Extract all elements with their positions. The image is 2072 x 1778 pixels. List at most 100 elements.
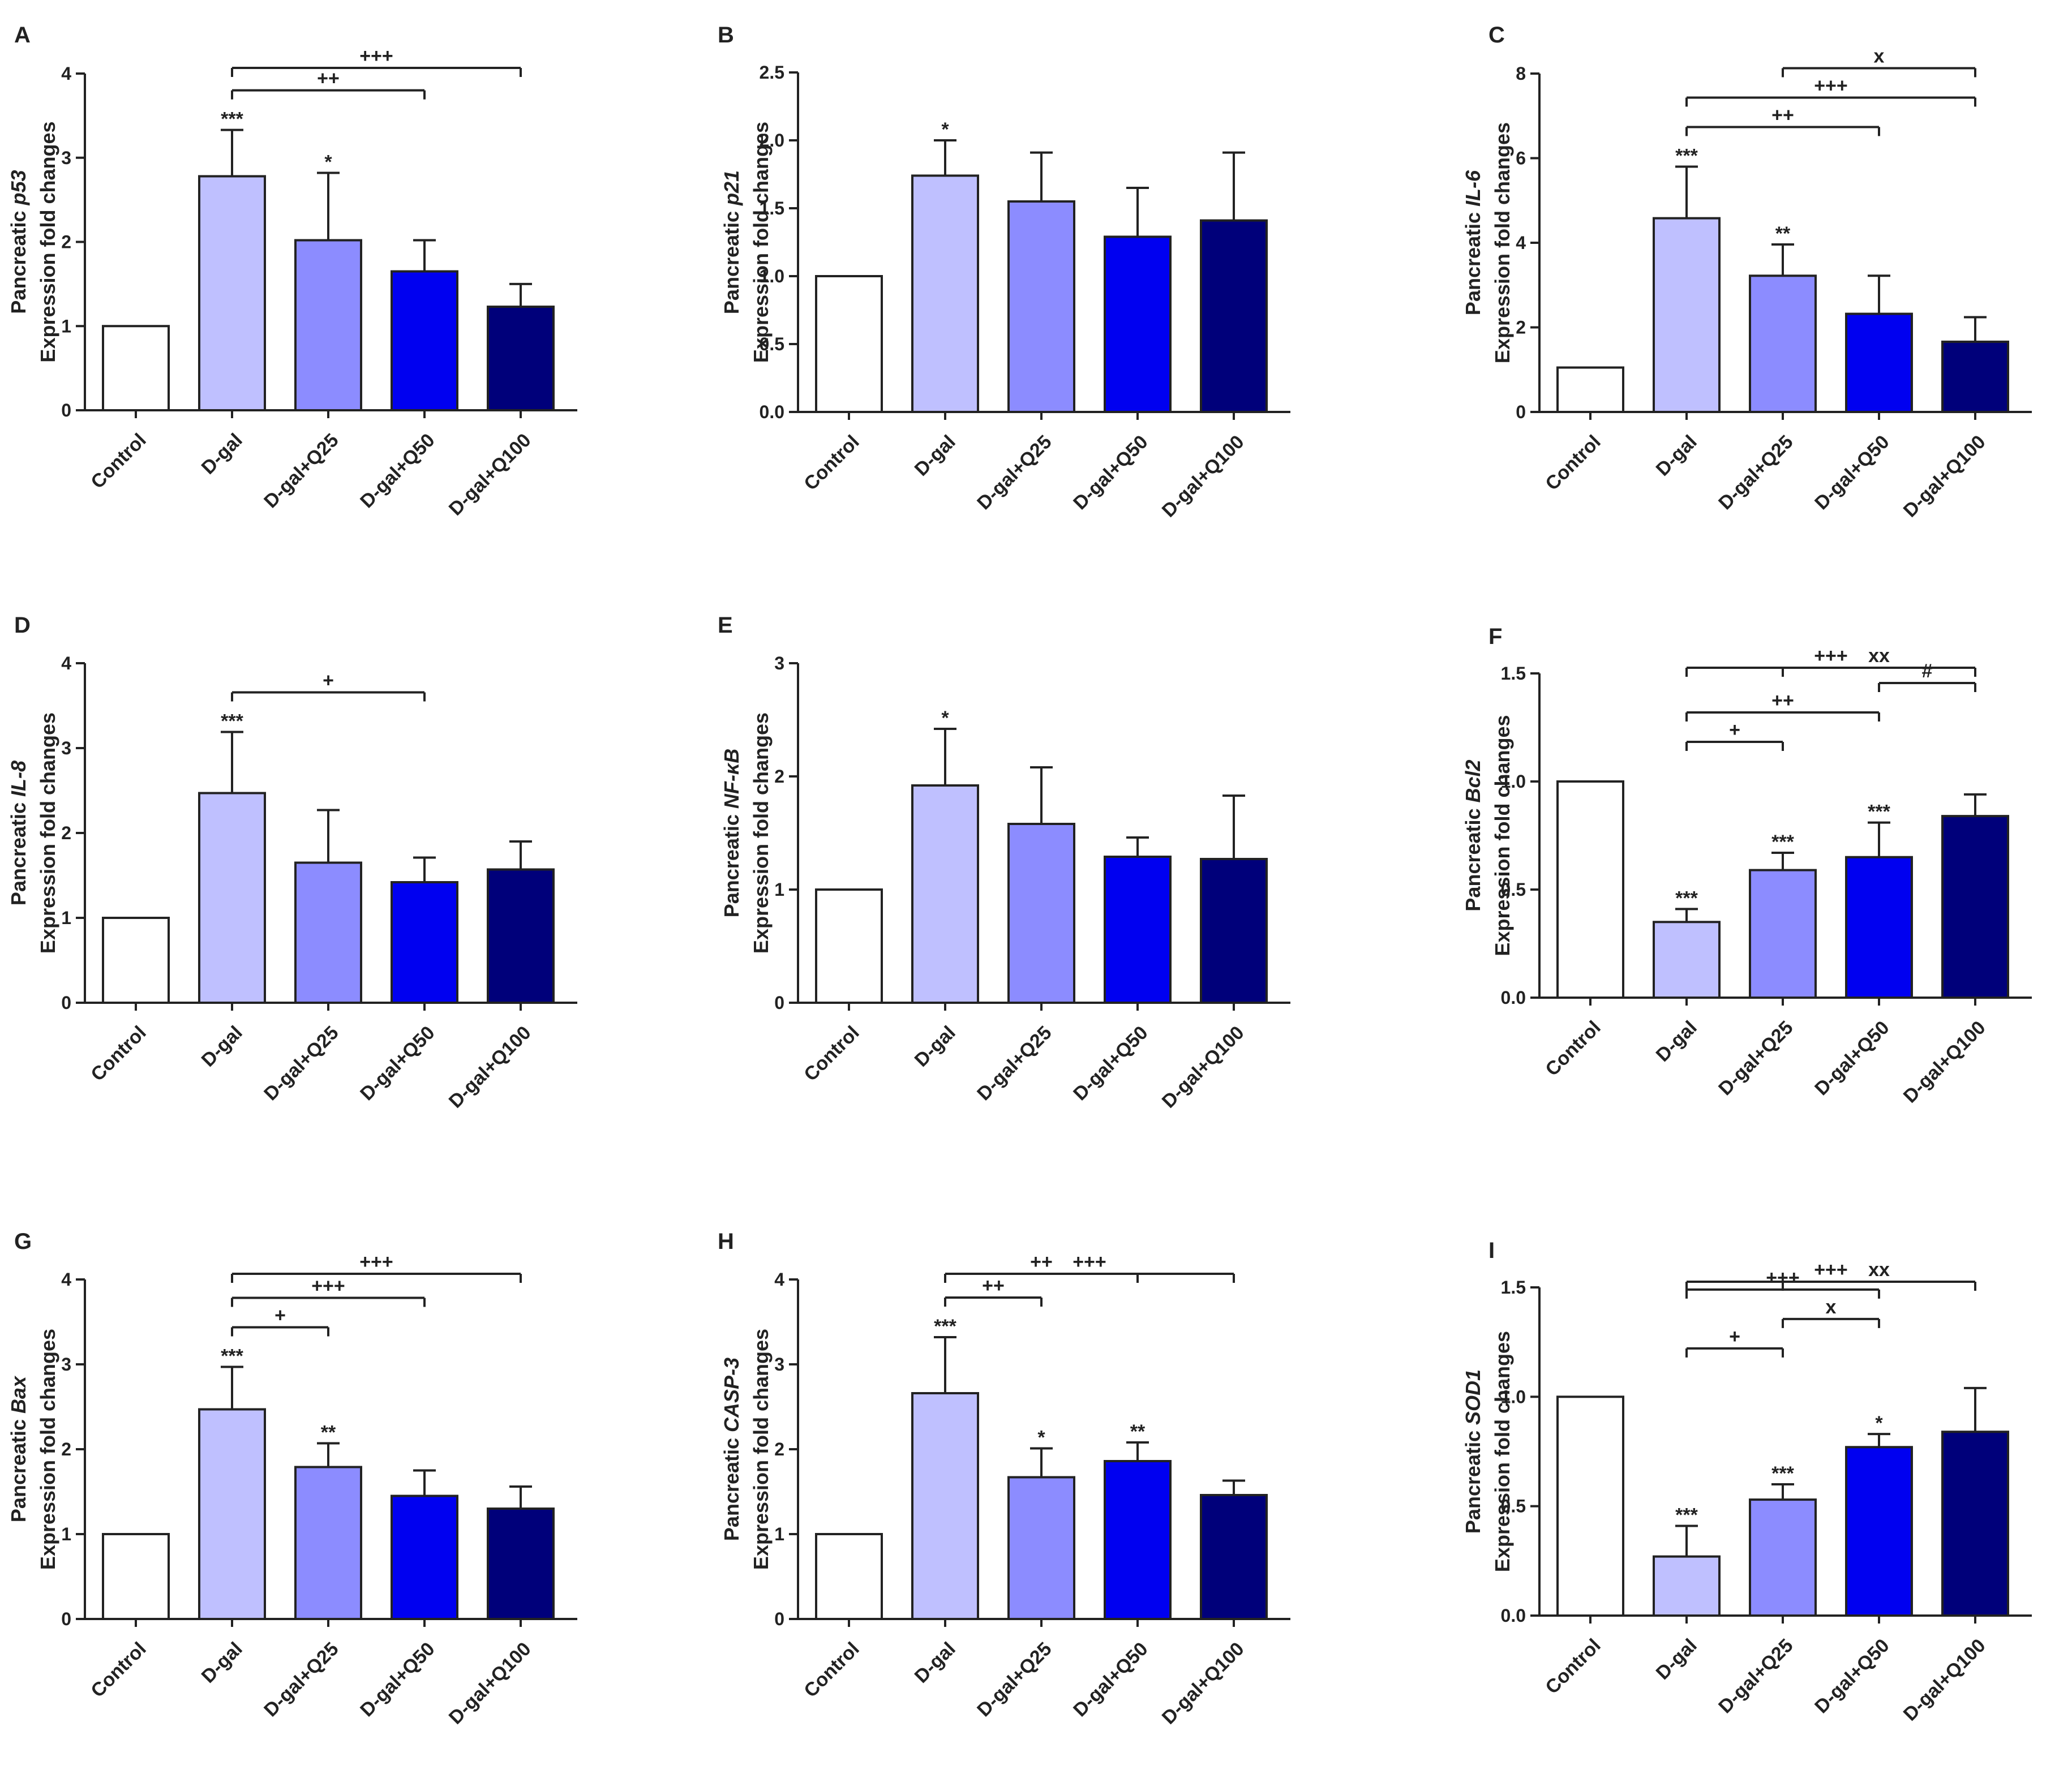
panel-d: D Pancreatic IL-8 Expression fold changes 0… xyxy=(7,613,577,1113)
y-axis-label-line2: Expression fold changes xyxy=(1491,715,1514,956)
panel-h: H Pancreatic CASP-3 Expression fold change… xyxy=(718,1229,1290,1729)
y-axis-label-line1: Pancreatic xyxy=(720,1432,743,1541)
significance-star: *** xyxy=(1771,831,1794,853)
y-tick-label: 6 xyxy=(1516,148,1526,169)
y-axis-label-line2: Expression fold changes xyxy=(749,122,773,363)
x-category-label: D-gal+Q50 xyxy=(1069,1638,1152,1721)
x-category-label: D-gal+Q25 xyxy=(1714,1017,1797,1100)
significance-star: *** xyxy=(221,1346,243,1367)
bracket-label: ++ xyxy=(1771,104,1794,126)
y-axis-label: Pancreatic p53 Expression fold changes xyxy=(7,121,59,362)
y-tick-label: 4 xyxy=(61,1269,71,1290)
x-category-label: D-gal+Q50 xyxy=(1811,1017,1893,1100)
significance-star: ** xyxy=(321,1422,336,1444)
y-tick-label: 0 xyxy=(61,1609,71,1629)
panel-g: G Pancreatic Bax Expression fold changes 0 1… xyxy=(7,1229,577,1729)
y-tick-label: 2 xyxy=(61,823,71,843)
y-axis-label-line1: Pancreatic xyxy=(7,1414,30,1522)
bracket-label: # xyxy=(1922,660,1933,682)
x-category-label: Control xyxy=(1541,1017,1605,1080)
y-axis-label-line2: Expression fold changes xyxy=(749,712,773,954)
x-category-label: D-gal xyxy=(911,1022,960,1071)
bar xyxy=(391,1494,458,1620)
y-axis-label: Pancreatic SOD1 Expression fold changes xyxy=(1461,1331,1514,1572)
bracket-label: +++ xyxy=(1814,645,1848,667)
y-tick-label: 0.5 xyxy=(1501,1496,1526,1517)
x-category-label: D-gal+Q100 xyxy=(445,1022,535,1113)
y-tick-label: 2 xyxy=(61,1439,71,1459)
y-axis-label: Pancreatic Bcl2 Expression fold changes xyxy=(1461,715,1514,956)
x-category-label: D-gal+Q100 xyxy=(1899,1635,1990,1725)
x-category-label: Control xyxy=(87,430,150,493)
significance-star: * xyxy=(941,119,949,140)
y-tick-label: 1.5 xyxy=(760,198,784,218)
y-tick-label: 0.0 xyxy=(1501,987,1526,1008)
x-category-label: D-gal+Q100 xyxy=(1899,1017,1990,1107)
x-category-label: D-gal+Q50 xyxy=(356,430,439,512)
bar xyxy=(294,239,362,411)
bracket-label: x xyxy=(1874,45,1885,67)
bar xyxy=(198,792,266,1004)
x-category-label: D-gal+Q25 xyxy=(973,1022,1056,1105)
bar xyxy=(815,1533,883,1620)
x-category-label: Control xyxy=(87,1022,150,1085)
bar xyxy=(1104,856,1172,1004)
bar xyxy=(1749,274,1817,413)
bracket-label: + xyxy=(274,1305,286,1326)
y-tick-label: 1 xyxy=(774,1524,784,1544)
bracket-label: xx xyxy=(1868,645,1890,667)
x-category-label: D-gal xyxy=(1652,431,1701,480)
x-category-label: D-gal+Q25 xyxy=(973,431,1056,514)
x-category-label: D-gal+Q25 xyxy=(260,430,342,512)
y-tick-label: 1.5 xyxy=(1501,663,1526,684)
y-tick-label: 1.0 xyxy=(1501,1386,1526,1407)
bracket-label: +++ xyxy=(359,45,393,67)
x-category-label: D-gal xyxy=(1652,1635,1701,1684)
panel-e: E Pancreatic NF-κB Expression fold changes… xyxy=(718,613,1290,1113)
bar xyxy=(1653,921,1721,999)
bar xyxy=(911,174,979,413)
significance-star: * xyxy=(1037,1427,1045,1449)
panel-c: C Pancreatic IL-6 Expression fold changes 0… xyxy=(1461,23,2032,522)
bar xyxy=(294,861,362,1004)
y-tick-label: 0.5 xyxy=(1501,879,1526,900)
y-tick-label: 2 xyxy=(1516,317,1526,338)
y-axis-label-line1: Pancreatic xyxy=(1461,802,1485,911)
significance-star: * xyxy=(941,707,949,729)
bar xyxy=(391,270,458,411)
x-category-label: D-gal+Q50 xyxy=(1069,431,1152,514)
y-axis-label-gene: p21 xyxy=(720,170,743,206)
bracket-label: ++ xyxy=(1030,1251,1053,1273)
y-axis-label-gene: Bcl2 xyxy=(1461,759,1485,802)
bar xyxy=(198,175,266,411)
y-tick-label: 0 xyxy=(1516,402,1526,422)
panel-letter: A xyxy=(14,23,31,48)
bracket-label: xx xyxy=(1868,1259,1890,1281)
y-tick-label: 3 xyxy=(774,1354,784,1375)
bar xyxy=(1653,1555,1721,1617)
y-axis-label-line1: Pancreatic xyxy=(7,797,30,905)
y-axis-label-gene: p53 xyxy=(7,170,30,205)
y-axis-label-line1: Pancreatic xyxy=(720,809,743,917)
x-category-label: D-gal+Q100 xyxy=(445,1638,535,1729)
panel-letter: D xyxy=(14,613,31,638)
y-tick-label: 0 xyxy=(61,993,71,1013)
bar xyxy=(1941,815,2009,999)
y-tick-label: 4 xyxy=(61,653,71,673)
y-tick-label: 1 xyxy=(61,316,71,336)
y-axis-label-line2: Expression fold changes xyxy=(1491,122,1514,363)
y-tick-label: 1 xyxy=(774,879,784,900)
significance-star: *** xyxy=(1675,145,1698,166)
bar xyxy=(198,1408,266,1620)
y-axis-label: Pancreatic p21 Expression fold changes xyxy=(720,122,773,363)
significance-star: ** xyxy=(1775,223,1791,244)
x-category-label: D-gal xyxy=(198,1638,247,1687)
y-tick-label: 4 xyxy=(1516,233,1526,253)
bar xyxy=(1007,1476,1075,1620)
y-tick-label: 8 xyxy=(1516,63,1526,84)
x-category-label: D-gal xyxy=(1652,1017,1701,1066)
x-category-label: Control xyxy=(1541,1635,1605,1698)
x-category-label: Control xyxy=(800,1022,863,1085)
y-tick-label: 2 xyxy=(61,232,71,252)
